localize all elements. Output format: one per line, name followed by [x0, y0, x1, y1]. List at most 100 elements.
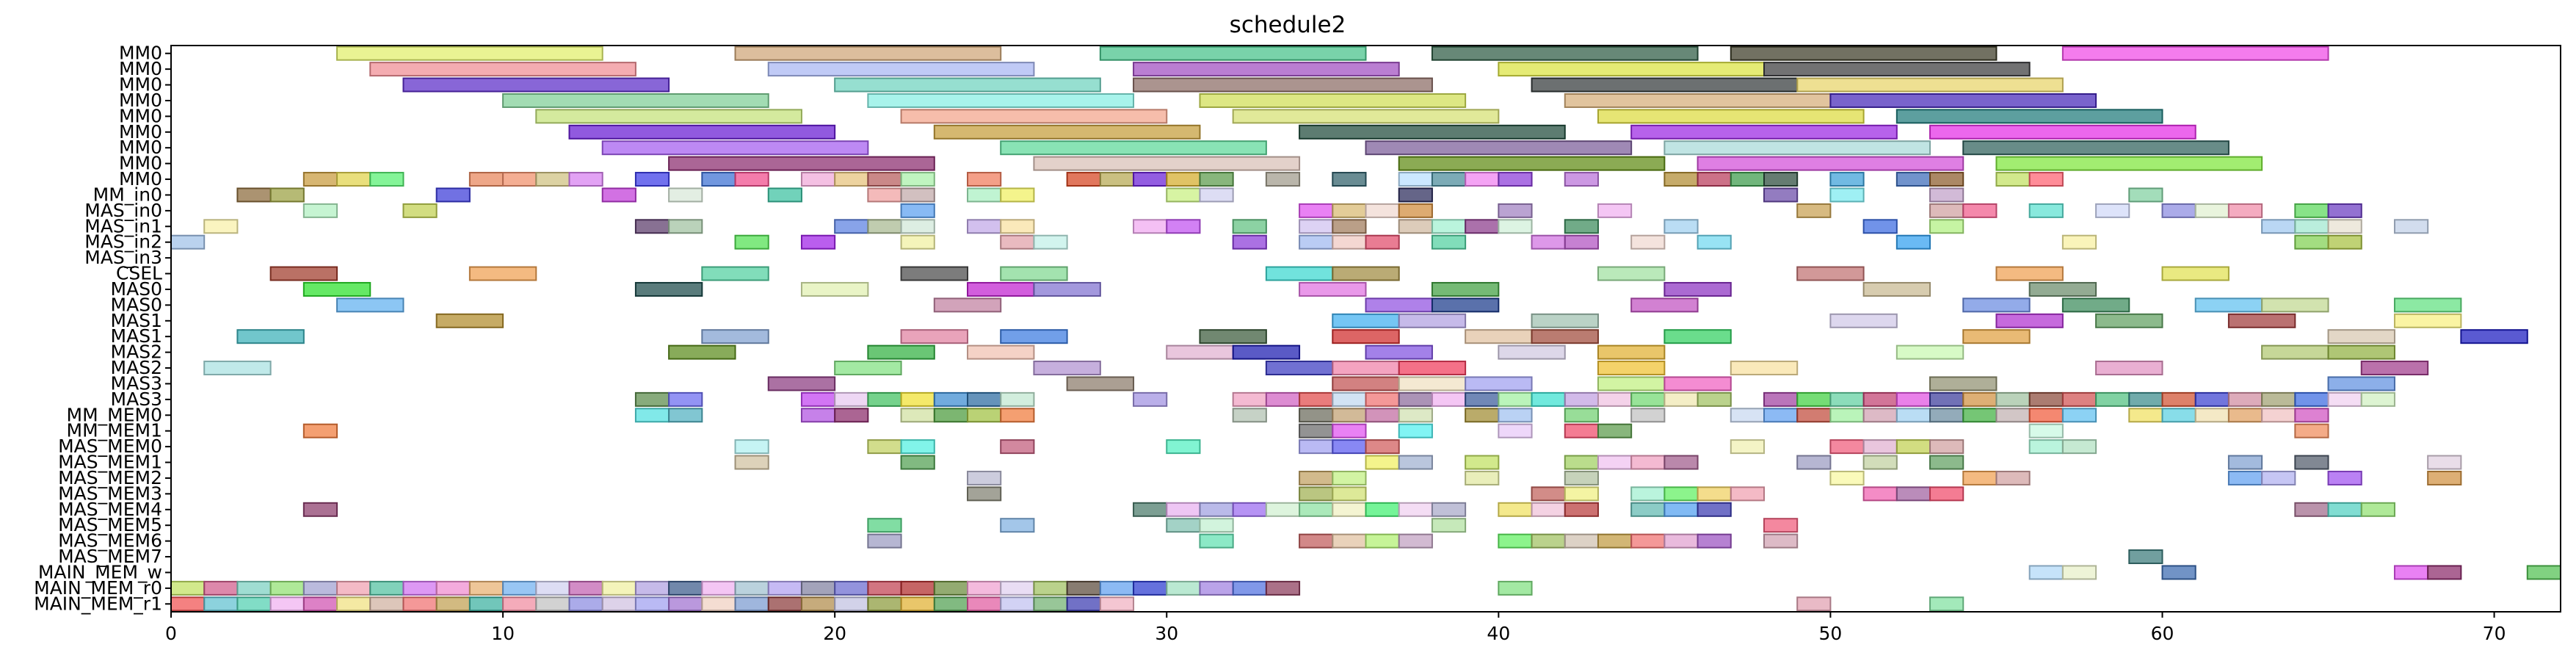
- task-bar: [867, 518, 902, 533]
- task-bar: [1000, 518, 1035, 533]
- task-bar: [2460, 329, 2528, 344]
- task-bar: [967, 281, 1035, 297]
- task-bar: [867, 580, 902, 596]
- task-bar: [2128, 549, 2163, 565]
- task-bar: [1465, 329, 1533, 344]
- task-bar: [1531, 486, 1566, 502]
- task-bar: [2294, 408, 2329, 423]
- task-bar: [2061, 439, 2097, 455]
- task-bar: [2161, 408, 2196, 423]
- task-bar: [203, 361, 272, 376]
- task-bar: [668, 391, 703, 407]
- task-bar: [1332, 172, 1367, 187]
- task-bar: [2161, 391, 2196, 407]
- task-bar: [1663, 391, 1699, 407]
- task-bar: [2095, 203, 2130, 218]
- task-bar: [1796, 77, 2064, 93]
- task-bar: [2327, 234, 2362, 250]
- task-bar: [269, 596, 305, 612]
- task-bar: [634, 391, 670, 407]
- task-bar: [2194, 408, 2229, 423]
- task-bar: [967, 187, 1002, 203]
- task-bar: [668, 596, 703, 612]
- task-bar: [2028, 565, 2064, 580]
- task-bar: [834, 219, 869, 234]
- task-bar: [1133, 580, 1168, 596]
- task-bar: [2261, 408, 2296, 423]
- task-bar: [369, 596, 404, 612]
- task-bar: [933, 297, 1002, 313]
- task-bar: [2327, 219, 2362, 234]
- task-bar: [734, 46, 1002, 61]
- y-tick-label: MAIN_MEM_r1: [34, 593, 162, 614]
- task-bar: [1730, 172, 1766, 187]
- task-bar: [1929, 124, 2196, 140]
- task-bar: [867, 596, 902, 612]
- task-bar: [1199, 518, 1234, 533]
- task-bar: [668, 344, 736, 360]
- task-bar: [867, 172, 902, 187]
- y-tick-label: MAS_MEM5: [58, 514, 162, 535]
- task-bar: [967, 172, 1002, 187]
- task-bar: [2227, 391, 2263, 407]
- chart-title: schedule2: [1230, 12, 1346, 38]
- y-tick-label: MAS_MEM0: [58, 436, 162, 457]
- task-bar: [1332, 470, 1367, 485]
- task-bar: [1133, 502, 1168, 517]
- task-bar: [1995, 266, 2064, 281]
- task-bar: [1597, 533, 1633, 549]
- task-bar: [668, 219, 703, 234]
- task-bar: [1630, 234, 1666, 250]
- task-bar: [269, 187, 305, 203]
- task-bar: [568, 124, 836, 140]
- y-tick-label: MAS_in2: [84, 231, 162, 253]
- task-bar: [1829, 93, 2097, 108]
- task-bar: [2028, 408, 2064, 423]
- task-bar: [1133, 391, 1168, 407]
- task-bar: [535, 580, 570, 596]
- x-tick-label: 20: [823, 623, 846, 644]
- task-bar: [1232, 344, 1301, 360]
- task-bar: [2161, 203, 2196, 218]
- task-bar: [435, 187, 471, 203]
- task-bar: [1133, 219, 1168, 234]
- task-bar: [1498, 502, 1533, 517]
- task-bar: [1763, 187, 1799, 203]
- task-bar: [1332, 408, 1367, 423]
- task-bar: [1332, 313, 1400, 328]
- task-bar: [1465, 219, 1500, 234]
- task-bar: [1398, 361, 1467, 376]
- task-bar: [1597, 391, 1633, 407]
- task-bar: [1730, 439, 1766, 455]
- task-bar: [1398, 455, 1433, 470]
- task-bar: [1365, 297, 1433, 313]
- task-bar: [1166, 439, 1201, 455]
- task-bar: [767, 580, 802, 596]
- task-bar: [2161, 565, 2196, 580]
- task-bar: [1099, 46, 1367, 61]
- task-bar: [1199, 533, 1234, 549]
- task-bar: [2227, 470, 2263, 485]
- task-bar: [1166, 518, 1201, 533]
- task-bar: [1630, 486, 1666, 502]
- task-bar: [236, 329, 305, 344]
- task-bar: [2095, 313, 2163, 328]
- task-bar: [568, 172, 603, 187]
- task-bar: [2028, 172, 2064, 187]
- task-bar: [1564, 408, 1599, 423]
- task-bar: [1796, 455, 1832, 470]
- task-bar: [1895, 234, 1931, 250]
- task-bar: [601, 187, 636, 203]
- task-bar: [1365, 234, 1400, 250]
- task-bar: [302, 423, 338, 438]
- task-bar: [1332, 439, 1367, 455]
- task-bar: [1862, 439, 1898, 455]
- task-bar: [701, 266, 769, 281]
- task-bar: [601, 596, 636, 612]
- task-bar: [2095, 361, 2163, 376]
- task-bar: [302, 502, 338, 517]
- task-bar: [1000, 439, 1035, 455]
- task-bar: [1398, 376, 1467, 391]
- task-bar: [1564, 486, 1599, 502]
- task-bar: [1663, 140, 1931, 156]
